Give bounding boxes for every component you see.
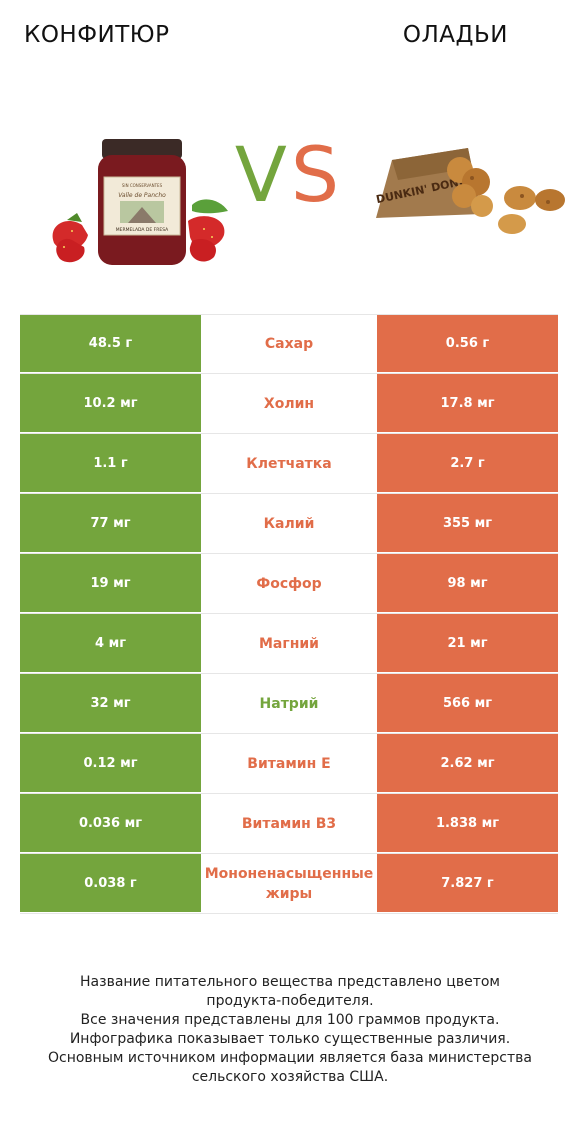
footer-line: Название питательного вещества представл…: [80, 974, 500, 990]
vs-label: VS: [224, 130, 354, 219]
table-row: 10.2 мг Холин 17.8 мг: [20, 374, 558, 434]
nutrient-name: Витамин B3: [241, 815, 337, 832]
nutrient-name: Калий: [263, 515, 315, 532]
jam-jar-image: SIN CONSERVANTES Valle de Pancho MERMELA…: [52, 139, 228, 265]
right-value: 17.8 мг: [377, 374, 558, 433]
left-value: 0.036 мг: [20, 794, 201, 853]
right-value: 2.7 г: [377, 434, 558, 493]
left-value: 4 мг: [20, 614, 201, 673]
jar-label-line1: SIN CONSERVANTES: [122, 183, 163, 188]
right-product-title: ОЛАДЬИ: [402, 22, 508, 48]
jar-label-line2: Valle de Pancho: [118, 192, 166, 199]
left-value: 1.1 г: [20, 434, 201, 493]
table-row: 0.038 г Мононенасыщенные жиры 7.827 г: [20, 854, 558, 914]
right-value: 355 мг: [377, 494, 558, 553]
table-row: 32 мг Натрий 566 мг: [20, 674, 558, 734]
table-row: 19 мг Фосфор 98 мг: [20, 554, 558, 614]
table-row: 1.1 г Клетчатка 2.7 г: [20, 434, 558, 494]
left-value: 19 мг: [20, 554, 201, 613]
left-value: 48.5 г: [20, 315, 201, 373]
fritters-image: DUNKIN' DONUTS: [375, 148, 565, 234]
footer-line: сельского хозяйства США.: [191, 1069, 389, 1085]
nutrient-name: Мононенасыщенные жиры: [204, 865, 374, 902]
right-value: 2.62 мг: [377, 734, 558, 793]
right-value: 1.838 мг: [377, 794, 558, 853]
left-value: 0.038 г: [20, 854, 201, 913]
footer-line: Основным источником информации является …: [48, 1050, 532, 1066]
table-row: 0.036 мг Витамин B3 1.838 мг: [20, 794, 558, 854]
table-row: 48.5 г Сахар 0.56 г: [20, 314, 558, 374]
nutrient-name: Фосфор: [256, 575, 322, 592]
nutrient-name: Витамин E: [247, 755, 331, 772]
footer-line: Инфографика показывает только существенн…: [69, 1031, 511, 1047]
left-product-title: КОНФИТЮР: [24, 22, 170, 48]
right-value: 0.56 г: [377, 315, 558, 373]
vs-s: S: [290, 130, 344, 219]
right-value: 21 мг: [377, 614, 558, 673]
right-value: 98 мг: [377, 554, 558, 613]
vs-v: V: [234, 130, 291, 219]
nutrient-name: Натрий: [259, 695, 319, 712]
nutrient-name: Клетчатка: [246, 455, 332, 472]
footer-notes: Название питательного вещества представл…: [20, 973, 560, 1087]
table-row: 0.12 мг Витамин E 2.62 мг: [20, 734, 558, 794]
jar-label-line3: MERMELADA DE FRESA: [116, 227, 169, 233]
left-value: 0.12 мг: [20, 734, 201, 793]
right-value: 7.827 г: [377, 854, 558, 913]
left-value: 10.2 мг: [20, 374, 201, 433]
footer-line: продукта-победителя.: [206, 993, 374, 1009]
left-value: 77 мг: [20, 494, 201, 553]
comparison-table: 48.5 г Сахар 0.56 г 10.2 мг Холин 17.8 мг 1.1 …: [20, 314, 558, 914]
footer-line: Все значения представлены для 100 граммо…: [80, 1012, 500, 1028]
nutrient-name: Сахар: [264, 336, 314, 352]
nutrient-name: Холин: [263, 395, 315, 412]
table-row: 4 мг Магний 21 мг: [20, 614, 558, 674]
right-value: 566 мг: [377, 674, 558, 733]
nutrient-name: Магний: [259, 635, 319, 652]
left-value: 32 мг: [20, 674, 201, 733]
table-row: 77 мг Калий 355 мг: [20, 494, 558, 554]
